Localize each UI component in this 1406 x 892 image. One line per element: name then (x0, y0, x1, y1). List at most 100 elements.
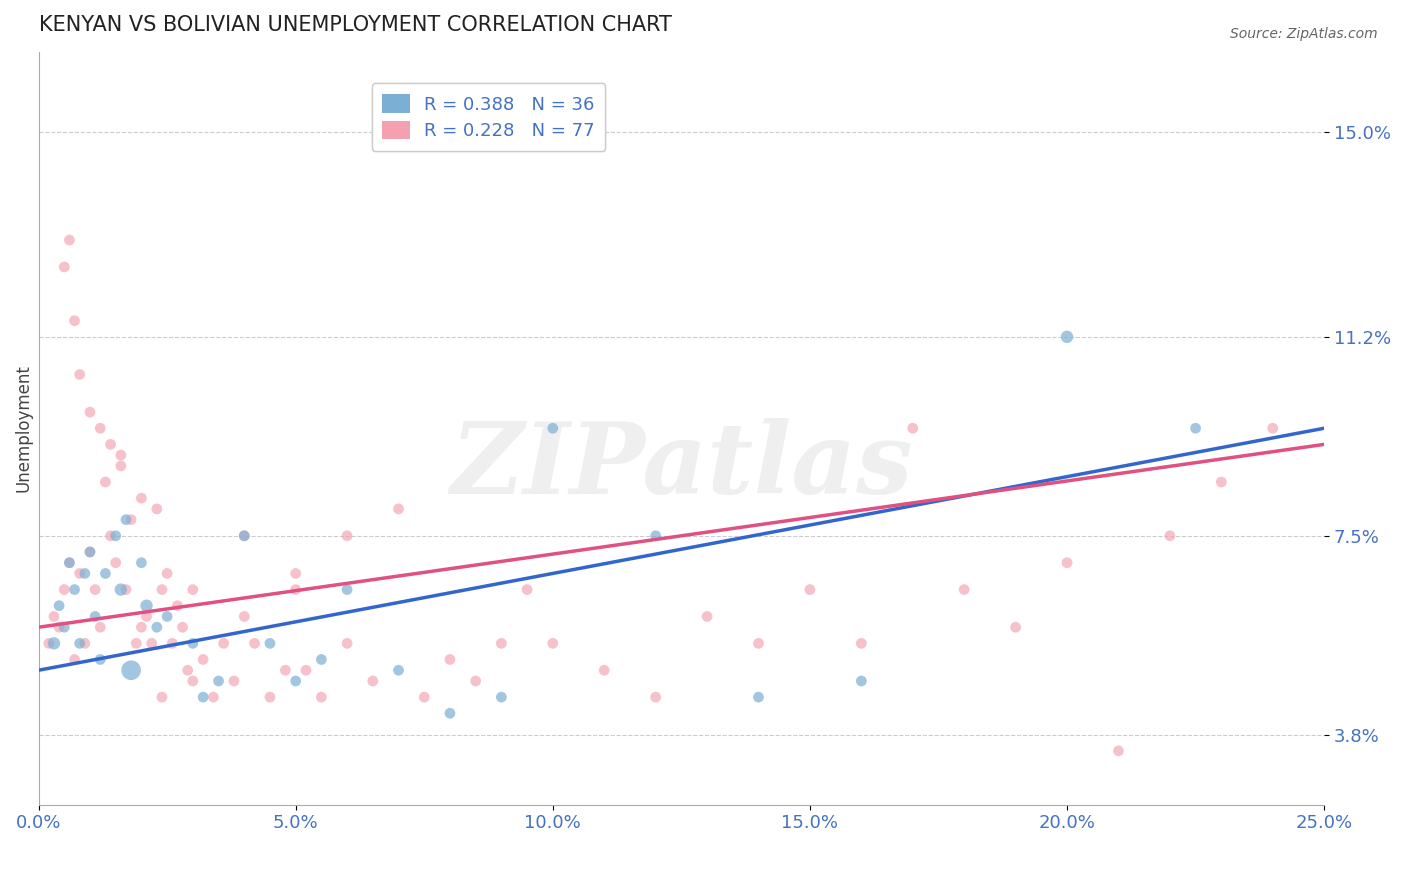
Bolivians (1107, 744, 1129, 758)
Kenyans (135, 599, 157, 613)
Kenyans (491, 690, 513, 705)
Bolivians (53, 260, 76, 274)
Bolivians (146, 502, 169, 516)
Bolivians (1004, 620, 1026, 634)
Bolivians (53, 582, 76, 597)
Bolivians (89, 620, 111, 634)
Kenyans (259, 636, 281, 650)
Bolivians (79, 545, 101, 559)
Kenyans (233, 529, 256, 543)
Kenyans (58, 556, 80, 570)
Bolivians (799, 582, 821, 597)
Bolivians (69, 566, 91, 581)
Bolivians (84, 582, 107, 597)
Kenyans (644, 529, 666, 543)
Kenyans (207, 673, 229, 688)
Bolivians (284, 582, 307, 597)
Kenyans (53, 620, 76, 634)
Bolivians (491, 636, 513, 650)
Bolivians (131, 620, 153, 634)
Kenyans (131, 556, 153, 570)
Bolivians (311, 690, 333, 705)
Kenyans (48, 599, 70, 613)
Kenyans (181, 636, 204, 650)
Bolivians (233, 609, 256, 624)
Bolivians (79, 405, 101, 419)
Kenyans (851, 673, 873, 688)
Kenyans (336, 582, 359, 597)
Bolivians (141, 636, 163, 650)
Bolivians (150, 690, 173, 705)
Bolivians (202, 690, 225, 705)
Bolivians (89, 421, 111, 435)
Kenyans (115, 513, 138, 527)
Kenyans (110, 582, 132, 597)
Bolivians (100, 437, 122, 451)
Bolivians (94, 475, 117, 489)
Bolivians (150, 582, 173, 597)
Bolivians (593, 663, 616, 677)
Bolivians (156, 566, 179, 581)
Bolivians (696, 609, 718, 624)
Bolivians (104, 556, 127, 570)
Bolivians (135, 609, 157, 624)
Kenyans (439, 706, 461, 721)
Kenyans (284, 673, 307, 688)
Bolivians (644, 690, 666, 705)
Bolivians (413, 690, 436, 705)
Bolivians (58, 233, 80, 247)
Kenyans (387, 663, 409, 677)
Bolivians (131, 491, 153, 505)
Bolivians (361, 673, 384, 688)
Bolivians (387, 502, 409, 516)
Bolivians (336, 636, 359, 650)
Bolivians (162, 636, 184, 650)
Bolivians (181, 582, 204, 597)
Kenyans (541, 421, 564, 435)
Bolivians (284, 566, 307, 581)
Kenyans (191, 690, 214, 705)
Bolivians (38, 636, 60, 650)
Bolivians (176, 663, 198, 677)
Kenyans (311, 652, 333, 666)
Kenyans (104, 529, 127, 543)
Kenyans (79, 545, 101, 559)
Text: ZIPatlas: ZIPatlas (450, 417, 912, 514)
Text: Source: ZipAtlas.com: Source: ZipAtlas.com (1230, 27, 1378, 41)
Bolivians (953, 582, 976, 597)
Legend: R = 0.388   N = 36, R = 0.228   N = 77: R = 0.388 N = 36, R = 0.228 N = 77 (371, 84, 606, 151)
Bolivians (1261, 421, 1284, 435)
Kenyans (120, 663, 142, 677)
Bolivians (439, 652, 461, 666)
Kenyans (156, 609, 179, 624)
Kenyans (69, 636, 91, 650)
Bolivians (63, 652, 86, 666)
Kenyans (94, 566, 117, 581)
Bolivians (63, 314, 86, 328)
Bolivians (295, 663, 318, 677)
Bolivians (1056, 556, 1078, 570)
Bolivians (851, 636, 873, 650)
Bolivians (42, 609, 65, 624)
Bolivians (58, 556, 80, 570)
Kenyans (89, 652, 111, 666)
Kenyans (42, 636, 65, 650)
Kenyans (84, 609, 107, 624)
Bolivians (191, 652, 214, 666)
Kenyans (73, 566, 96, 581)
Bolivians (100, 529, 122, 543)
Bolivians (166, 599, 188, 613)
Bolivians (69, 368, 91, 382)
Bolivians (125, 636, 148, 650)
Kenyans (63, 582, 86, 597)
Bolivians (1159, 529, 1181, 543)
Bolivians (541, 636, 564, 650)
Y-axis label: Unemployment: Unemployment (15, 364, 32, 492)
Bolivians (901, 421, 924, 435)
Bolivians (48, 620, 70, 634)
Bolivians (110, 448, 132, 462)
Bolivians (464, 673, 486, 688)
Bolivians (259, 690, 281, 705)
Bolivians (212, 636, 235, 650)
Bolivians (243, 636, 266, 650)
